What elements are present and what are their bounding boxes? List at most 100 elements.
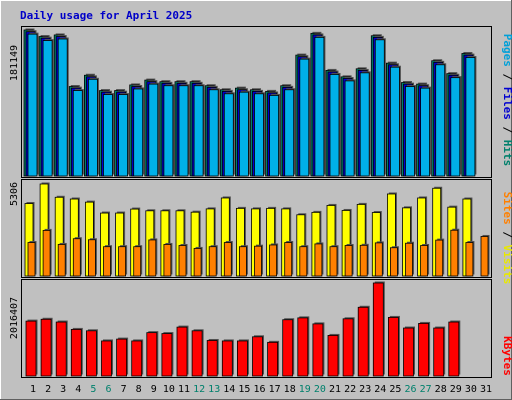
kbytes-max-label: 2016407 xyxy=(9,297,20,339)
kbytes-bar-day-5 xyxy=(86,330,97,377)
kbytes-bar-day-21 xyxy=(327,335,339,377)
pages-bar-day-5 xyxy=(88,78,98,177)
sites-bar-day-12 xyxy=(193,248,202,277)
sites-bar-day-15 xyxy=(238,246,247,277)
sites-bar-day-3 xyxy=(57,244,66,277)
legend-sep-2: / xyxy=(501,120,512,140)
pages-bar-day-19 xyxy=(299,58,310,177)
sites-bar-day-27 xyxy=(420,245,429,277)
pages-bar-day-14 xyxy=(223,93,234,177)
day-label-21: 21 xyxy=(329,384,341,395)
sites-bar-day-6 xyxy=(103,246,111,277)
sites-bar-day-8 xyxy=(133,246,142,277)
day-label-5: 5 xyxy=(90,384,96,395)
day-label-7: 7 xyxy=(121,384,127,395)
kbytes-bar-day-17 xyxy=(267,341,279,377)
legend-sep-1: / xyxy=(501,67,512,87)
sites-bar-day-24 xyxy=(374,242,383,277)
sites-bar-day-13 xyxy=(208,246,217,277)
pages-bar-day-1 xyxy=(27,33,38,177)
day-label-20: 20 xyxy=(314,384,326,395)
pages-bar-day-11 xyxy=(178,85,189,177)
day-label-26: 26 xyxy=(404,384,416,395)
pages-bar-day-6 xyxy=(103,94,113,177)
kbytes-bar-day-10 xyxy=(161,333,173,377)
pages-bar-day-30 xyxy=(465,57,476,177)
chart-title: Daily usage for April 2025 xyxy=(20,9,192,22)
pages-bar-day-8 xyxy=(133,88,144,177)
kbytes-bar-day-9 xyxy=(146,332,158,377)
pages-bar-day-21 xyxy=(329,74,340,177)
kbytes-bar-day-19 xyxy=(297,317,309,377)
day-label-23: 23 xyxy=(359,384,371,395)
sites-bar-day-28 xyxy=(435,239,444,277)
kbytes-bar-day-6 xyxy=(101,340,112,377)
sites-bar-day-1 xyxy=(27,242,36,277)
legend-sites: Sites xyxy=(501,192,512,225)
day-labels: 1 2 3 4 5 6 7 8 9 10 11 12 13 14 15 16 17 18 19 20 21 22 23 24 2… xyxy=(30,384,492,395)
pages-bar-day-16 xyxy=(254,93,264,177)
kbytes-bar-day-23 xyxy=(357,306,369,377)
day-label-10: 10 xyxy=(163,384,175,395)
pages-bar-day-4 xyxy=(72,90,83,177)
kbytes-bar-day-11 xyxy=(176,326,188,377)
legend-hits: Hits xyxy=(501,140,512,167)
legend-visits: Visits xyxy=(501,245,512,285)
kbytes-bar-day-22 xyxy=(342,318,354,377)
legend-kbytes: KBytes xyxy=(501,336,512,376)
kbytes-bar-day-3 xyxy=(55,321,67,377)
sites-bar-day-11 xyxy=(178,245,187,277)
sites-bar-day-29 xyxy=(450,229,459,277)
kbytes-bar-day-20 xyxy=(312,323,324,377)
day-label-30: 30 xyxy=(465,384,477,395)
pages-bar-day-15 xyxy=(238,91,249,177)
pages-bar-day-29 xyxy=(450,77,461,177)
sites-bar-day-31 xyxy=(480,236,489,277)
day-label-25: 25 xyxy=(389,384,401,395)
day-label-28: 28 xyxy=(435,384,447,395)
pages-bar-day-20 xyxy=(314,36,325,177)
legend-sep-3: / xyxy=(501,225,512,245)
kbytes-bar-day-27 xyxy=(418,323,430,377)
sites-bar-day-2 xyxy=(42,229,51,277)
pages-bar-day-24 xyxy=(374,39,385,177)
day-label-27: 27 xyxy=(420,384,432,395)
sites-bar-day-7 xyxy=(118,246,126,277)
day-label-4: 4 xyxy=(75,384,81,395)
sites-bar-day-9 xyxy=(148,239,157,277)
pages-bar-day-13 xyxy=(208,89,219,177)
pages-bar-day-18 xyxy=(284,89,295,177)
day-label-16: 16 xyxy=(253,384,265,395)
kbytes-bar-day-18 xyxy=(282,319,294,377)
sites-bar-day-16 xyxy=(254,245,262,277)
visits-max-label: 5306 xyxy=(9,182,20,206)
pages-bar-day-2 xyxy=(42,40,53,177)
day-label-8: 8 xyxy=(136,384,142,395)
pages-bar-day-27 xyxy=(420,87,431,177)
pages-bar-day-26 xyxy=(405,86,415,177)
sites-bar-day-4 xyxy=(72,238,81,277)
sites-bar-day-22 xyxy=(344,245,353,277)
sites-bar-day-5 xyxy=(88,239,96,277)
pages-bar-day-3 xyxy=(57,38,68,177)
kbytes-bar-day-26 xyxy=(403,327,414,377)
pages-bar-day-22 xyxy=(344,80,355,177)
kbytes-bar-day-12 xyxy=(191,330,203,377)
pages-bar-day-10 xyxy=(163,85,174,177)
sites-bar-day-25 xyxy=(389,247,398,277)
day-label-19: 19 xyxy=(299,384,311,395)
sites-bar-day-21 xyxy=(329,246,338,277)
kbytes-bar-day-13 xyxy=(206,340,218,377)
kbytes-bar-day-15 xyxy=(236,340,248,377)
kbytes-bar-day-14 xyxy=(221,340,233,377)
pages-bar-day-17 xyxy=(269,95,280,177)
kbytes-bar-day-16 xyxy=(252,336,263,377)
day-label-22: 22 xyxy=(344,384,356,395)
day-label-29: 29 xyxy=(450,384,462,395)
kbytes-bar-day-28 xyxy=(433,327,445,377)
legend-pages: Pages xyxy=(501,34,512,67)
pages-bar-day-25 xyxy=(389,66,400,177)
hits-side-legend: Pages / Files / Hits xyxy=(501,34,512,167)
sites-bar-day-23 xyxy=(359,244,368,277)
